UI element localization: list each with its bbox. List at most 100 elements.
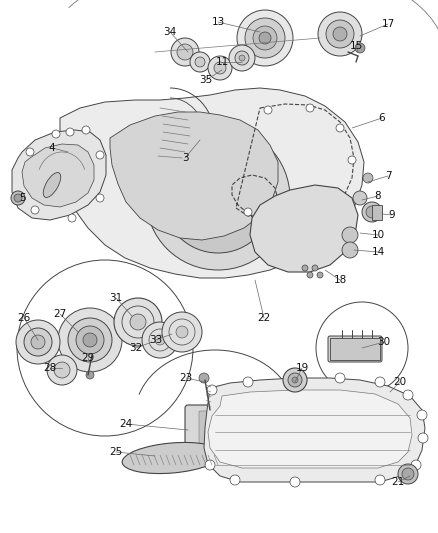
Text: 20: 20 — [393, 377, 406, 387]
Circle shape — [411, 460, 421, 470]
Circle shape — [336, 196, 344, 204]
Text: 31: 31 — [110, 293, 123, 303]
FancyBboxPatch shape — [199, 411, 215, 451]
Circle shape — [86, 371, 94, 379]
Circle shape — [200, 180, 236, 216]
Circle shape — [190, 52, 210, 72]
Polygon shape — [250, 185, 358, 272]
Circle shape — [292, 377, 298, 383]
Text: 9: 9 — [389, 210, 396, 220]
Circle shape — [302, 265, 308, 271]
Circle shape — [417, 410, 427, 420]
Circle shape — [17, 260, 193, 436]
Circle shape — [259, 32, 271, 44]
Polygon shape — [12, 130, 106, 220]
Circle shape — [155, 335, 165, 345]
Circle shape — [243, 377, 253, 387]
Text: 4: 4 — [49, 143, 55, 153]
Text: 25: 25 — [110, 447, 123, 457]
Circle shape — [316, 302, 408, 394]
Circle shape — [47, 355, 77, 385]
Polygon shape — [110, 112, 278, 240]
Text: 30: 30 — [378, 337, 391, 347]
Circle shape — [336, 124, 344, 132]
Circle shape — [163, 143, 273, 253]
Circle shape — [183, 163, 253, 233]
Circle shape — [306, 104, 314, 112]
Circle shape — [290, 373, 300, 383]
Circle shape — [235, 51, 249, 65]
Circle shape — [96, 151, 104, 159]
Circle shape — [54, 362, 70, 378]
Circle shape — [83, 333, 97, 347]
FancyBboxPatch shape — [328, 336, 382, 362]
Text: 34: 34 — [163, 27, 177, 37]
Circle shape — [317, 272, 323, 278]
Text: 19: 19 — [295, 363, 309, 373]
Text: 22: 22 — [258, 313, 271, 323]
Circle shape — [244, 208, 252, 216]
Circle shape — [11, 191, 25, 205]
Circle shape — [312, 265, 318, 271]
Circle shape — [326, 20, 354, 48]
Text: 10: 10 — [371, 230, 385, 240]
Circle shape — [375, 475, 385, 485]
Circle shape — [362, 202, 382, 222]
Circle shape — [318, 12, 362, 56]
Circle shape — [207, 385, 217, 395]
Circle shape — [418, 433, 428, 443]
Circle shape — [199, 373, 209, 383]
Text: 18: 18 — [333, 275, 346, 285]
Circle shape — [290, 477, 300, 487]
Text: 35: 35 — [199, 75, 212, 85]
Text: 17: 17 — [381, 19, 395, 29]
Circle shape — [348, 156, 356, 164]
Circle shape — [342, 242, 358, 258]
Text: 11: 11 — [215, 57, 229, 67]
Circle shape — [308, 216, 316, 224]
Text: 5: 5 — [19, 193, 25, 203]
Circle shape — [31, 206, 39, 214]
Text: 27: 27 — [53, 309, 67, 319]
Circle shape — [96, 194, 104, 202]
Text: 24: 24 — [120, 419, 133, 429]
Polygon shape — [22, 144, 94, 207]
Circle shape — [24, 328, 52, 356]
Circle shape — [58, 308, 122, 372]
Circle shape — [176, 326, 188, 338]
Circle shape — [214, 62, 226, 74]
FancyBboxPatch shape — [217, 411, 233, 451]
Text: 28: 28 — [43, 363, 57, 373]
Text: 21: 21 — [392, 477, 405, 487]
Circle shape — [26, 148, 34, 156]
Circle shape — [66, 128, 74, 136]
Circle shape — [363, 173, 373, 183]
Circle shape — [171, 38, 199, 66]
Circle shape — [366, 206, 378, 218]
Circle shape — [205, 460, 215, 470]
FancyBboxPatch shape — [253, 411, 269, 451]
Circle shape — [403, 390, 413, 400]
Polygon shape — [204, 378, 425, 482]
Text: 26: 26 — [18, 313, 31, 323]
Polygon shape — [208, 390, 412, 468]
Text: 14: 14 — [371, 247, 385, 257]
Polygon shape — [330, 338, 380, 360]
Text: 15: 15 — [350, 41, 363, 51]
Ellipse shape — [122, 442, 222, 473]
Circle shape — [245, 18, 285, 58]
FancyBboxPatch shape — [185, 405, 273, 459]
Circle shape — [130, 314, 146, 330]
Circle shape — [31, 335, 45, 349]
Circle shape — [333, 27, 347, 41]
Circle shape — [402, 468, 414, 480]
Text: 32: 32 — [129, 343, 143, 353]
Text: 13: 13 — [212, 17, 225, 27]
Circle shape — [114, 298, 162, 346]
Circle shape — [335, 373, 345, 383]
Circle shape — [52, 130, 60, 138]
Circle shape — [375, 377, 385, 387]
Circle shape — [208, 56, 232, 80]
Circle shape — [177, 44, 193, 60]
Circle shape — [253, 26, 277, 50]
